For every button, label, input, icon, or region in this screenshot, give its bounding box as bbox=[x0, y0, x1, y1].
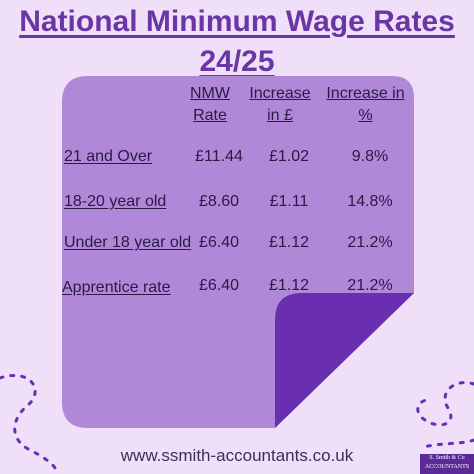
row-increase-pct: 9.8% bbox=[351, 148, 389, 165]
row-increase-gbp: £1.11 bbox=[269, 193, 309, 210]
row-rate: £8.60 bbox=[198, 193, 240, 210]
row-increase-gbp: £1.12 bbox=[268, 277, 310, 294]
row-increase-gbp: £1.02 bbox=[268, 148, 310, 165]
header-nmw-rate: NMW Rate bbox=[190, 85, 230, 124]
row-label-21-and-over: 21 and Over bbox=[64, 148, 153, 165]
header-increase-gbp: Increase in £ bbox=[249, 85, 311, 124]
row-increase-gbp: £1.12 bbox=[268, 234, 310, 251]
folded-corner bbox=[275, 293, 414, 428]
header-increase-pct: Increase in% bbox=[326, 85, 405, 124]
row-rate: £6.40 bbox=[198, 277, 240, 294]
page-title: National Minimum Wage Rates bbox=[19, 5, 455, 38]
row-rate: £11.44 bbox=[195, 148, 243, 165]
row-increase-pct: 14.8% bbox=[347, 193, 393, 210]
row-label-18-20: 18-20 year old bbox=[64, 193, 167, 210]
row-rate: £6.40 bbox=[198, 234, 240, 251]
row-label-under-18: Under 18 year old bbox=[64, 234, 192, 251]
website-url[interactable]: www.ssmith-accountants.co.uk bbox=[120, 446, 354, 465]
company-logo: S. Smith & Co ACCOUNTANTS bbox=[420, 454, 474, 474]
row-increase-pct: 21.2% bbox=[347, 234, 393, 251]
page-subtitle: 24/25 bbox=[199, 45, 275, 78]
row-label-apprentice: Apprentice rate bbox=[62, 279, 171, 296]
row-increase-pct: 21.2% bbox=[347, 277, 393, 294]
